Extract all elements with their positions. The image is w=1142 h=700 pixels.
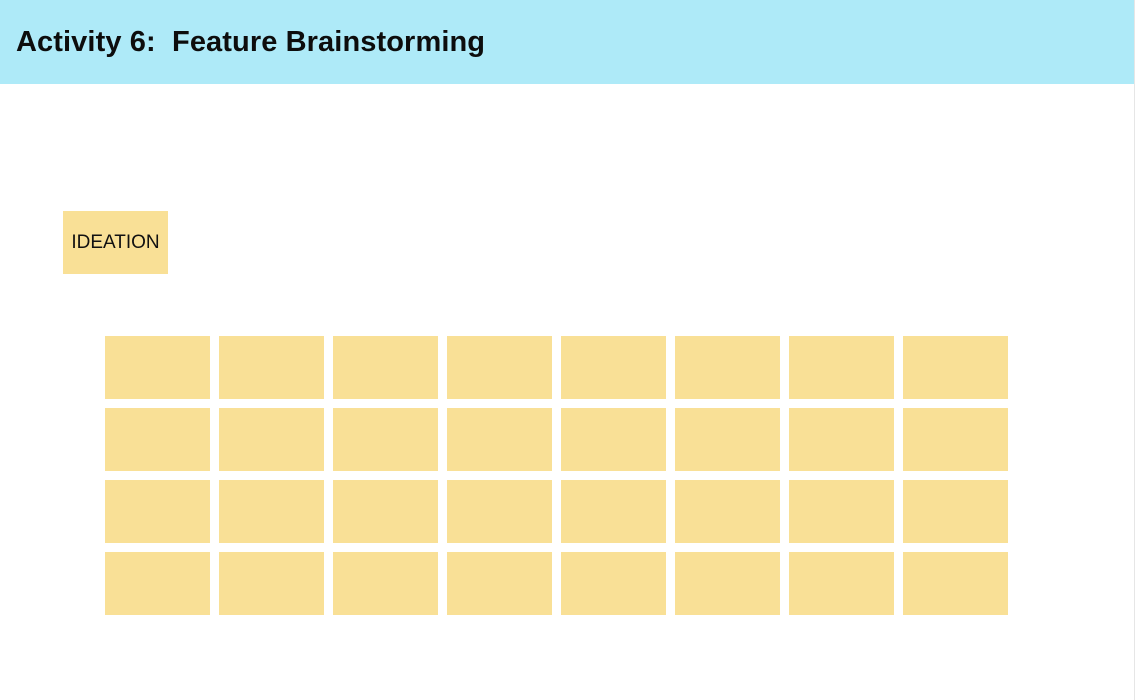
ideation-label: IDEATION <box>71 231 160 253</box>
sticky-note[interactable] <box>561 480 666 543</box>
sticky-note[interactable] <box>675 552 780 615</box>
sticky-note[interactable] <box>333 552 438 615</box>
sticky-note[interactable] <box>447 408 552 471</box>
sticky-note[interactable] <box>105 480 210 543</box>
sticky-note[interactable] <box>789 480 894 543</box>
sticky-note[interactable] <box>219 408 324 471</box>
sticky-note[interactable] <box>219 480 324 543</box>
sticky-note[interactable] <box>675 336 780 399</box>
sticky-note[interactable] <box>789 408 894 471</box>
sticky-note[interactable] <box>447 336 552 399</box>
sticky-note[interactable] <box>675 480 780 543</box>
sticky-note[interactable] <box>447 552 552 615</box>
canvas-right-edge <box>1134 0 1142 700</box>
sticky-note[interactable] <box>561 408 666 471</box>
activity-header: Activity 6: Feature Brainstorming <box>0 0 1134 84</box>
sticky-note[interactable] <box>903 552 1008 615</box>
page-title: Activity 6: Feature Brainstorming <box>16 25 486 58</box>
sticky-note[interactable] <box>333 336 438 399</box>
sticky-note[interactable] <box>333 480 438 543</box>
sticky-note[interactable] <box>219 336 324 399</box>
sticky-note[interactable] <box>903 336 1008 399</box>
sticky-note[interactable] <box>789 336 894 399</box>
sticky-note[interactable] <box>333 408 438 471</box>
sticky-note[interactable] <box>105 408 210 471</box>
sticky-note[interactable] <box>561 336 666 399</box>
sticky-note[interactable] <box>903 480 1008 543</box>
sticky-note[interactable] <box>561 552 666 615</box>
sticky-note[interactable] <box>789 552 894 615</box>
blank-sticky-notes-grid <box>105 336 1008 615</box>
ideation-sticky-note[interactable]: IDEATION <box>63 211 168 274</box>
sticky-note[interactable] <box>105 336 210 399</box>
sticky-note[interactable] <box>447 480 552 543</box>
sticky-note[interactable] <box>105 552 210 615</box>
sticky-note[interactable] <box>675 408 780 471</box>
sticky-note[interactable] <box>903 408 1008 471</box>
sticky-note[interactable] <box>219 552 324 615</box>
